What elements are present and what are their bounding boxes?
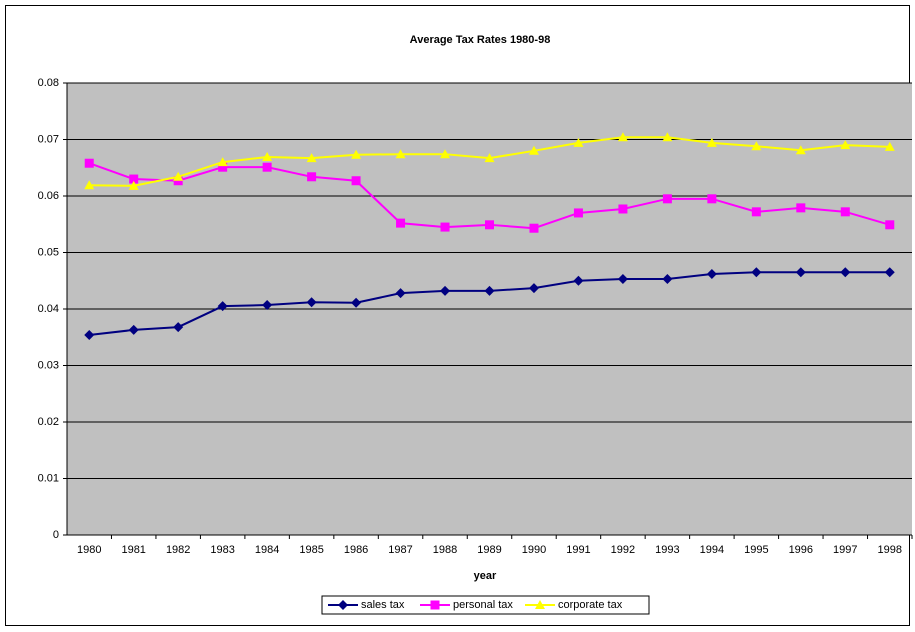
data-point: [84, 158, 94, 168]
data-point: [173, 322, 184, 333]
x-tick-label: 1990: [522, 544, 546, 556]
data-point: [84, 180, 95, 190]
data-point: [173, 171, 184, 181]
data-point: [885, 220, 895, 230]
data-point: [573, 208, 583, 218]
x-tick-label: 1988: [433, 544, 457, 556]
data-point: [662, 132, 673, 142]
data-point: [528, 283, 539, 294]
x-tick-label: 1984: [255, 544, 279, 556]
x-tick-label: 1985: [299, 544, 323, 556]
data-point: [440, 149, 451, 159]
data-point: [707, 194, 717, 204]
data-point: [751, 207, 761, 217]
x-tick-label: 1986: [344, 544, 368, 556]
data-point: [395, 149, 406, 159]
x-tick-label: 1994: [700, 544, 724, 556]
data-point: [128, 180, 139, 190]
data-point: [796, 203, 806, 213]
data-point: [262, 162, 272, 172]
data-point: [795, 145, 806, 155]
data-point: [795, 267, 806, 278]
data-point: [751, 267, 762, 278]
y-tick-label: 0.05: [38, 246, 59, 258]
data-point: [218, 162, 228, 172]
x-tick-label: 1982: [166, 544, 190, 556]
data-point: [662, 194, 672, 204]
data-point: [529, 223, 539, 233]
y-tick-label: 0.04: [38, 303, 59, 315]
data-point: [306, 153, 317, 163]
data-point: [840, 267, 851, 278]
y-tick-label: 0.08: [38, 77, 59, 89]
data-point: [128, 324, 139, 335]
data-point: [662, 274, 673, 285]
x-tick-label: 1997: [833, 544, 857, 556]
data-point: [351, 176, 361, 186]
y-tick-label: 0.01: [38, 472, 59, 484]
x-tick-label: 1980: [77, 544, 101, 556]
x-tick-label: 1996: [789, 544, 813, 556]
x-tick-label: 1983: [210, 544, 234, 556]
y-tick-label: 0.02: [38, 416, 59, 428]
legend-label: personal tax: [453, 599, 513, 611]
data-point: [84, 329, 95, 340]
data-point: [484, 285, 495, 296]
y-tick-label: 0: [53, 529, 59, 541]
data-point: [884, 141, 895, 151]
data-point: [485, 220, 494, 230]
data-point: [129, 174, 139, 184]
data-point: [840, 207, 850, 217]
data-point: [484, 153, 495, 163]
data-point: [751, 141, 762, 151]
data-point: [528, 145, 539, 155]
legend-marker: [535, 600, 545, 609]
x-tick-label: 1995: [744, 544, 768, 556]
data-point: [396, 218, 406, 228]
legend-label: sales tax: [361, 599, 405, 611]
data-point: [706, 137, 717, 147]
y-tick-label: 0.06: [38, 190, 59, 202]
data-point: [306, 297, 317, 308]
data-point: [573, 275, 584, 286]
data-point: [440, 285, 451, 296]
data-point: [307, 172, 317, 182]
y-tick-label: 0.07: [38, 133, 59, 145]
data-point: [618, 204, 628, 214]
data-point: [395, 288, 406, 299]
data-point: [351, 149, 362, 159]
data-point: [884, 267, 895, 278]
data-point: [706, 268, 717, 279]
data-point: [617, 274, 628, 285]
data-point: [617, 132, 628, 142]
x-tick-label: 1998: [878, 544, 902, 556]
data-point: [217, 301, 228, 312]
chart-title: Average Tax Rates 1980-98: [410, 34, 551, 46]
x-tick-label: 1992: [611, 544, 635, 556]
legend-marker: [430, 600, 440, 610]
x-tick-label: 1991: [566, 544, 590, 556]
x-tick-label: 1989: [477, 544, 501, 556]
x-tick-label: 1981: [121, 544, 145, 556]
y-tick-label: 0.03: [38, 359, 59, 371]
data-point: [351, 297, 362, 308]
data-point: [262, 152, 273, 162]
data-point: [573, 137, 584, 147]
x-tick-label: 1987: [388, 544, 412, 556]
data-point: [262, 300, 273, 311]
legend-box: [321, 595, 650, 615]
data-point: [217, 157, 228, 167]
x-tick-label: 1993: [655, 544, 679, 556]
x-axis-label: year: [474, 570, 497, 582]
legend-label: corporate tax: [558, 599, 623, 611]
legend-marker: [338, 600, 348, 610]
data-point: [440, 222, 450, 232]
data-point: [840, 140, 851, 150]
